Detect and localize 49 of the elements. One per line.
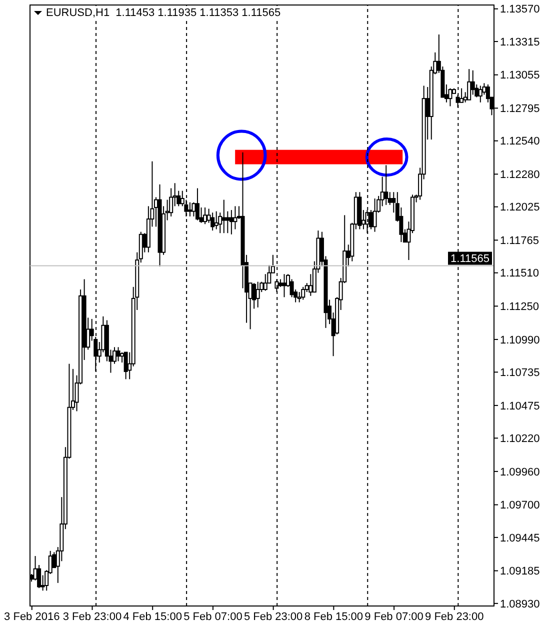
- candlestick: [226, 210, 230, 234]
- x-tick-label: 5 Feb 07:00: [184, 610, 242, 623]
- x-tick-label: 8 Feb 15:00: [304, 610, 364, 623]
- y-tick-label: 1.11765: [500, 235, 539, 248]
- candlestick: [263, 274, 268, 292]
- y-tick-label: 1.11250: [500, 301, 539, 314]
- candlestick: [192, 202, 196, 217]
- y-tick-label: 1.12280: [500, 169, 540, 182]
- x-tick-label: 3 Feb 2016: [4, 610, 60, 623]
- candlestick: [124, 352, 128, 380]
- candlestick: [478, 85, 482, 103]
- candlestick: [195, 188, 200, 221]
- y-tick-label: 1.10220: [500, 433, 540, 446]
- y-tick-label: 1.11510: [500, 268, 539, 280]
- x-tick-label: 9 Feb 23:00: [425, 610, 484, 623]
- y-tick-label: 1.09445: [500, 532, 540, 544]
- y-tick-label: 1.12025: [500, 202, 540, 214]
- y-tick-label: 1.10990: [500, 334, 540, 346]
- y-tick-label: 1.09960: [500, 466, 540, 478]
- y-tick-label: 1.13055: [500, 70, 540, 82]
- x-tick-label: 5 Feb 23:00: [244, 610, 303, 623]
- candlestick: [222, 199, 226, 234]
- candlestick: [372, 198, 377, 232]
- x-tick-label: 3 Feb 23:00: [62, 610, 122, 623]
- candlestick: [210, 212, 215, 232]
- y-tick-label: 1.08930: [500, 598, 540, 610]
- candlestick: [229, 210, 234, 235]
- candlestick: [116, 346, 120, 362]
- x-tick-label: 9 Feb 07:00: [364, 610, 424, 623]
- y-tick-label: 1.12540: [500, 136, 540, 148]
- candlestick: [448, 88, 452, 107]
- y-tick-label: 1.09700: [500, 500, 540, 512]
- chart-title: EURUSD,H1 1.11453 1.11935 1.11353 1.11565: [46, 7, 281, 19]
- y-tick-label: 1.09185: [500, 566, 540, 578]
- candlestick: [203, 206, 208, 225]
- ref-line-label: 1.11565: [450, 252, 490, 265]
- candlestick: [233, 206, 238, 230]
- y-tick-label: 1.13570: [500, 4, 540, 16]
- candlestick: [301, 286, 306, 300]
- candlestick: [214, 210, 218, 230]
- y-tick-label: 1.13315: [500, 36, 540, 48]
- candlestick: [256, 281, 260, 308]
- candlestick: [467, 68, 472, 100]
- candlestick: [384, 164, 388, 206]
- y-tick-label: 1.10475: [500, 400, 540, 412]
- candlestick: [282, 274, 286, 298]
- y-tick-label: 1.10735: [500, 367, 540, 380]
- y-tick-label: 1.12795: [500, 103, 540, 116]
- x-tick-label: 4 Feb 15:00: [123, 610, 182, 623]
